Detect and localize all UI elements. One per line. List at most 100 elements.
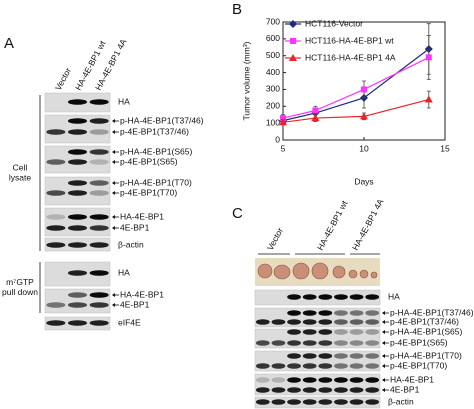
arrow-head <box>112 119 115 123</box>
band <box>46 320 66 326</box>
band <box>67 214 88 220</box>
band <box>255 387 270 393</box>
band <box>255 363 270 369</box>
arrow-head <box>382 388 385 392</box>
band <box>287 377 301 383</box>
y-tick-label: 500 <box>266 50 280 60</box>
band <box>46 214 66 220</box>
panel-label: A <box>4 35 14 52</box>
band <box>365 319 380 325</box>
band <box>287 340 301 346</box>
blot <box>44 207 111 237</box>
band-label: eIF4E <box>118 317 141 327</box>
arrow-head <box>112 150 115 154</box>
panel-label: C <box>232 205 243 222</box>
arrow-head <box>112 215 115 219</box>
band <box>365 294 380 300</box>
band <box>365 377 380 383</box>
band <box>46 190 66 196</box>
band <box>334 319 348 325</box>
band <box>287 387 301 393</box>
x-tick-label: 15 <box>440 143 450 153</box>
band <box>334 329 348 335</box>
band <box>287 294 301 300</box>
band <box>67 180 88 186</box>
band <box>89 149 109 155</box>
arrow-head <box>382 330 385 334</box>
legend-marker <box>289 20 297 28</box>
band <box>349 399 364 405</box>
band <box>67 225 88 231</box>
arrow-head <box>382 320 385 324</box>
band <box>89 99 109 105</box>
band <box>46 225 66 231</box>
group-label: m⁷GTP <box>6 277 34 287</box>
arrow-head <box>112 160 115 164</box>
column-label: Vector <box>53 66 73 92</box>
band-label: HA <box>388 291 400 301</box>
band <box>287 329 301 335</box>
legend-marker <box>289 54 297 61</box>
band <box>89 214 109 220</box>
band <box>318 353 333 359</box>
band <box>89 159 109 165</box>
band <box>334 340 348 346</box>
band <box>302 329 317 335</box>
band-label: p-4E-BP1(S65) <box>120 156 178 166</box>
legend-marker <box>290 38 296 44</box>
band <box>302 377 317 383</box>
band <box>271 340 286 346</box>
point <box>361 86 367 93</box>
band-label: 4E-BP1 <box>120 222 150 232</box>
band <box>67 320 88 326</box>
band <box>46 159 66 165</box>
arrow-head <box>112 303 115 307</box>
band <box>89 242 109 248</box>
band <box>67 129 88 135</box>
arrow-head <box>382 364 385 368</box>
band <box>334 377 348 383</box>
y-tick-label: 600 <box>266 33 280 43</box>
band <box>349 319 364 325</box>
y-tick-label: 100 <box>266 117 280 127</box>
point <box>425 54 432 61</box>
band <box>287 319 301 325</box>
panel-label: B <box>232 1 242 18</box>
legend-label: HCT116-HA-4E-BP1 4A <box>305 52 396 62</box>
band <box>287 353 301 359</box>
band <box>67 190 88 196</box>
group-label: pull down <box>2 287 38 297</box>
band-label: p-HA-4E-BP1(S65) <box>390 326 462 336</box>
band <box>302 353 317 359</box>
band <box>89 292 109 298</box>
arrow-head <box>112 191 115 195</box>
column-label: Vector <box>265 226 285 252</box>
band <box>302 319 317 325</box>
y-tick-label: 0 <box>275 134 280 144</box>
band <box>365 363 380 369</box>
band <box>271 363 286 369</box>
blot <box>254 328 381 349</box>
band <box>89 190 109 196</box>
point <box>360 112 368 120</box>
band-label: p-4E-BP1(T37/46) <box>120 126 189 136</box>
band <box>67 118 88 124</box>
band <box>349 294 364 300</box>
blot <box>254 307 381 328</box>
band-label: HA-4E-BP1 <box>120 211 164 221</box>
point <box>424 95 433 103</box>
band-label: p-HA-4E-BP1(T37/46) <box>390 307 474 317</box>
band-label: HA-4E-BP1 <box>390 374 434 384</box>
band <box>318 387 333 393</box>
band <box>67 292 88 298</box>
band-label: p-HA-4E-BP1(T37/46) <box>120 115 204 125</box>
band <box>271 387 286 393</box>
band-label: β-actin <box>388 396 414 406</box>
group-label: Cell <box>13 162 28 172</box>
band <box>271 319 286 325</box>
arrow-head <box>112 130 115 134</box>
band <box>349 387 364 393</box>
band <box>67 99 88 105</box>
band <box>334 353 348 359</box>
